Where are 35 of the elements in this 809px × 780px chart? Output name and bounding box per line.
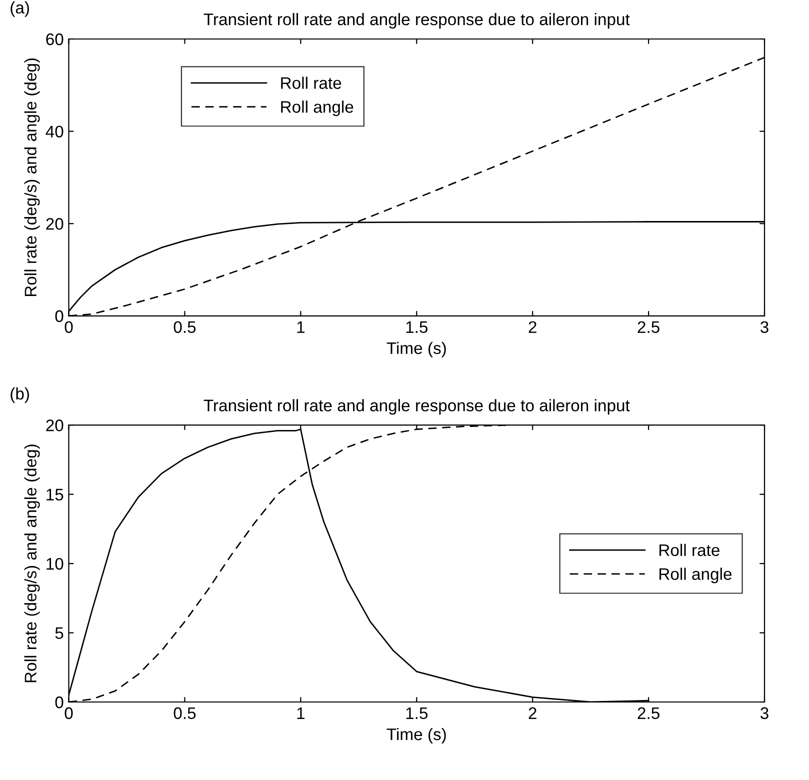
x-axis-title: Time (s) bbox=[386, 728, 446, 744]
text: (b) bbox=[10, 387, 29, 403]
legend-label: Roll angle bbox=[660, 568, 732, 584]
y-tick-label: 10 bbox=[46, 558, 64, 570]
chart-title: Transient roll rate and angle response due to aileron input bbox=[204, 13, 630, 29]
y-tick-label: 5 bbox=[55, 627, 64, 639]
x-tick-label: 2 bbox=[528, 707, 536, 719]
x-tick-label: 1.5 bbox=[406, 707, 428, 720]
legend-label: Roll rate bbox=[660, 544, 720, 556]
x-tick-label: 3 bbox=[760, 707, 768, 720]
y-axis-title: Roll rate (deg/s) and angle (deg) bbox=[24, 444, 40, 682]
x-tick-label: 2.5 bbox=[638, 707, 660, 720]
y-tick-label: 60 bbox=[46, 33, 64, 46]
y-tick-label: 15 bbox=[46, 488, 64, 501]
x-tick-label: 0 bbox=[64, 707, 73, 720]
x-tick-label: 0.5 bbox=[174, 321, 196, 334]
text: (a) bbox=[10, 1, 29, 17]
x-tick-label: 0 bbox=[64, 321, 73, 334]
x-tick-label: 1.5 bbox=[406, 321, 428, 334]
x-tick-label: 0.5 bbox=[174, 707, 196, 720]
y-tick-label: 40 bbox=[46, 126, 64, 138]
x-tick-label: 1 bbox=[297, 321, 304, 333]
chart-title: Transient roll rate and angle response due to aileron input bbox=[204, 399, 630, 415]
y-tick-label: 20 bbox=[46, 420, 64, 432]
legend-label: Roll angle bbox=[281, 100, 354, 116]
x-tick-label: 2.5 bbox=[638, 321, 660, 334]
y-tick-label: 0 bbox=[55, 696, 64, 708]
y-tick-label: 20 bbox=[46, 218, 64, 230]
x-axis-title: Time (s) bbox=[386, 342, 446, 358]
legend-label: Roll rate bbox=[281, 76, 342, 89]
y-axis-title: Roll rate (deg/s) and angle (deg) bbox=[24, 58, 40, 296]
x-tick-label: 1 bbox=[297, 707, 304, 719]
x-tick-label: 3 bbox=[760, 321, 768, 334]
y-tick-label: 0 bbox=[55, 310, 64, 322]
x-tick-label: 2 bbox=[528, 321, 536, 333]
